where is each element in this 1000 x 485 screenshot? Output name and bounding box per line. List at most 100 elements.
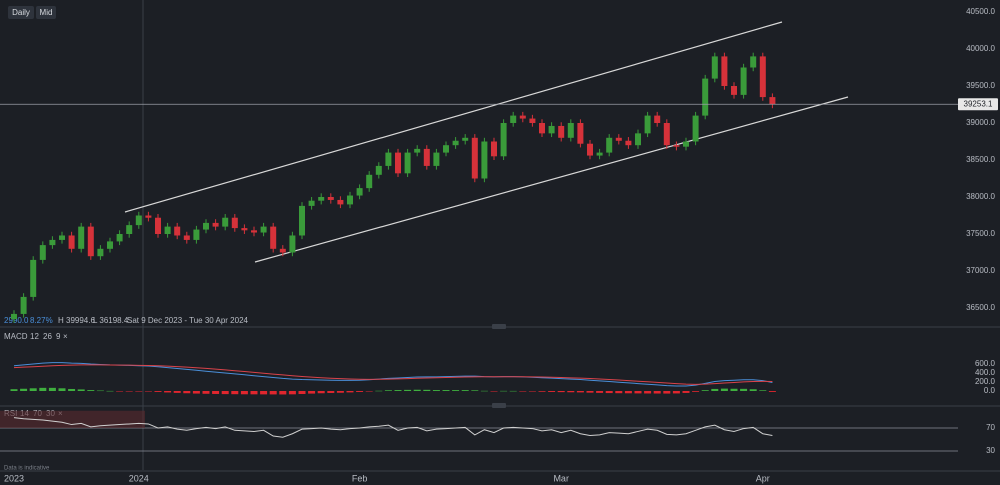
histogram-bar bbox=[164, 391, 172, 393]
period-low: L 36198.4 bbox=[93, 316, 129, 325]
candle-body bbox=[164, 226, 171, 235]
histogram-bar bbox=[548, 391, 556, 392]
histogram-bar bbox=[58, 388, 66, 391]
candle-body bbox=[270, 226, 277, 249]
channel-lower bbox=[254, 96, 849, 263]
histogram-bar bbox=[768, 391, 776, 392]
y-tick-label: 37500.0 bbox=[966, 229, 995, 238]
candle-body bbox=[337, 199, 344, 205]
candle-body bbox=[663, 122, 670, 146]
daily-button[interactable]: Daily bbox=[12, 8, 30, 17]
candle-body bbox=[87, 226, 94, 257]
histogram-bar bbox=[509, 390, 517, 392]
candle-body bbox=[356, 188, 363, 196]
candle-body bbox=[423, 148, 430, 166]
histogram-bar bbox=[240, 391, 248, 395]
candle-body bbox=[539, 122, 545, 134]
histogram-bar bbox=[624, 391, 632, 394]
y-tick-label: 39500.0 bbox=[966, 81, 995, 90]
channel-upper bbox=[124, 21, 783, 213]
histogram-bar bbox=[10, 389, 18, 391]
candle-body bbox=[567, 122, 574, 138]
indicator-line bbox=[13, 417, 773, 438]
candle-body bbox=[519, 115, 526, 119]
y-tick-label: 39000.0 bbox=[966, 118, 995, 127]
candle-body bbox=[135, 215, 142, 226]
histogram-bar bbox=[759, 390, 767, 391]
histogram-bar bbox=[596, 391, 604, 393]
resize-handle[interactable] bbox=[492, 324, 506, 329]
histogram-bar bbox=[663, 391, 671, 394]
histogram-bar bbox=[720, 388, 728, 391]
histogram-bar bbox=[192, 391, 200, 394]
histogram-bar bbox=[452, 390, 460, 391]
histogram-bar bbox=[68, 388, 76, 391]
histogram-bar bbox=[202, 391, 210, 394]
histogram-bar bbox=[672, 391, 680, 394]
candle-body bbox=[20, 296, 27, 314]
histogram-bar bbox=[576, 391, 584, 393]
button-bg[interactable] bbox=[36, 6, 56, 19]
info-bar: 2990.0 8.27% H 39994.6 L 36198.4 Sat 9 D… bbox=[4, 316, 249, 325]
candle-body bbox=[452, 140, 459, 146]
candle-body bbox=[289, 235, 296, 253]
candle-body bbox=[471, 137, 478, 179]
candle-body bbox=[481, 141, 488, 179]
candle-body bbox=[577, 122, 584, 144]
y-tick-label: 38000.0 bbox=[966, 192, 995, 201]
candle-body bbox=[683, 141, 689, 147]
resize-handle[interactable] bbox=[492, 403, 506, 408]
candle-body bbox=[606, 137, 613, 153]
y-tick-label: 37000.0 bbox=[966, 266, 995, 275]
x-tick-label: 2024 bbox=[129, 473, 149, 483]
candle-body bbox=[702, 78, 709, 116]
change-pct: 8.27% bbox=[30, 316, 53, 325]
candle-body bbox=[327, 197, 334, 200]
candle-body bbox=[251, 230, 257, 233]
histogram-bar bbox=[356, 391, 364, 392]
histogram-bar bbox=[116, 391, 124, 392]
histogram-bar bbox=[39, 387, 47, 391]
histogram-bar bbox=[20, 388, 28, 391]
histogram-bar bbox=[538, 391, 546, 392]
candle-body bbox=[462, 137, 469, 141]
histogram-bar bbox=[269, 391, 277, 395]
candle-body bbox=[510, 115, 517, 123]
histogram-bar bbox=[173, 391, 181, 393]
candle-body bbox=[174, 226, 181, 236]
last-price-box bbox=[958, 98, 998, 111]
mid-button[interactable]: Mid bbox=[40, 8, 53, 17]
candle-body bbox=[126, 225, 133, 235]
x-tick-label: Mar bbox=[553, 473, 569, 483]
candle-body bbox=[750, 56, 757, 68]
candle-body bbox=[692, 115, 699, 142]
candle-body bbox=[558, 125, 565, 138]
candle-body bbox=[587, 143, 593, 156]
overbought-zone bbox=[0, 410, 145, 428]
histogram-bar bbox=[711, 388, 719, 391]
histogram-bar bbox=[480, 390, 488, 392]
histogram-bar bbox=[653, 391, 661, 394]
candle-body bbox=[59, 235, 65, 240]
button-bg[interactable] bbox=[8, 6, 34, 19]
candle-body bbox=[625, 140, 632, 146]
histogram-bar bbox=[48, 387, 56, 391]
histogram-bar bbox=[298, 391, 306, 395]
candle-body bbox=[366, 174, 373, 189]
histogram-bar bbox=[135, 391, 143, 392]
histogram-bar bbox=[394, 390, 402, 391]
candle-body bbox=[385, 152, 392, 166]
candle-body bbox=[145, 215, 152, 218]
histogram-bar bbox=[288, 391, 296, 395]
candle-body bbox=[443, 145, 449, 153]
y-tick-label: 600.0 bbox=[975, 359, 996, 368]
candle-body bbox=[673, 145, 680, 147]
candle-body bbox=[395, 152, 401, 174]
candle-body bbox=[193, 229, 200, 240]
histogram-bar bbox=[586, 391, 594, 393]
y-tick-label: 70 bbox=[986, 423, 995, 432]
histogram-bar bbox=[567, 391, 575, 393]
histogram-bar bbox=[125, 391, 133, 392]
macd-close[interactable]: × bbox=[63, 332, 68, 341]
candle-body bbox=[49, 239, 56, 246]
